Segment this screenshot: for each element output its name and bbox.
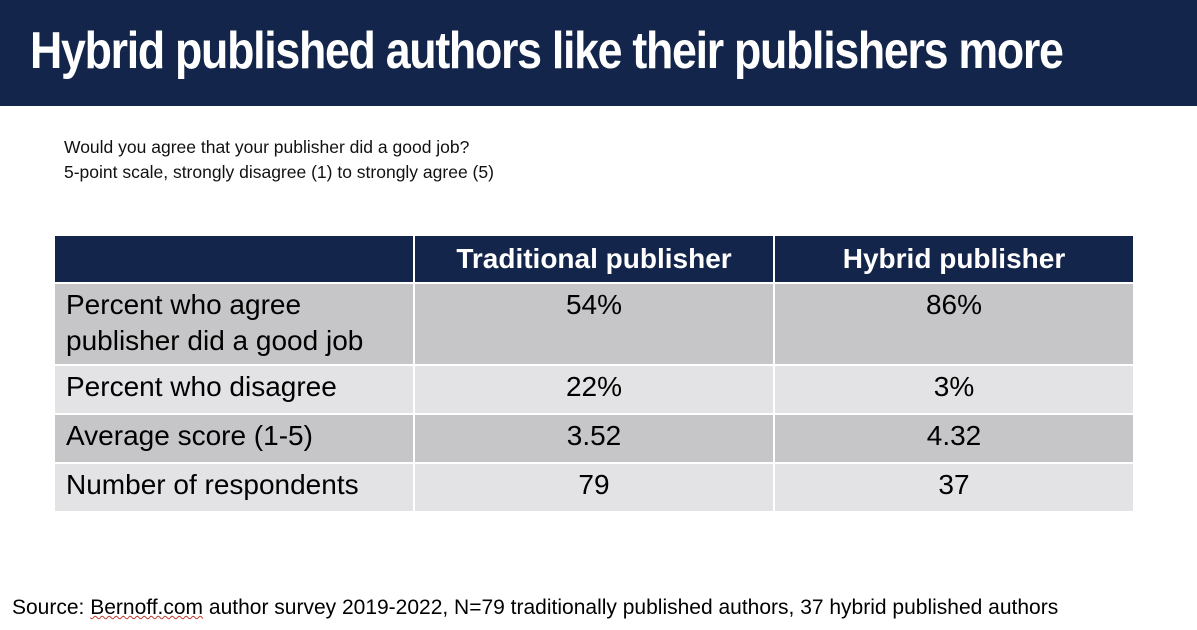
table-row: Number of respondents 79 37 (54, 463, 1134, 512)
row-label-agree: Percent who agree publisher did a good j… (54, 283, 414, 365)
cell-traditional-agree: 54% (414, 283, 774, 365)
table-row: Average score (1-5) 3.52 4.32 (54, 414, 1134, 463)
title-banner: Hybrid published authors like their publ… (0, 0, 1197, 106)
page-title: Hybrid published authors like their publ… (30, 16, 1063, 86)
cell-hybrid-average-score: 4.32 (774, 414, 1134, 463)
source-link[interactable]: Bernoff.com (90, 596, 203, 619)
scale-description: 5-point scale, strongly disagree (1) to … (64, 160, 494, 185)
table-header-row: Traditional publisher Hybrid publisher (54, 235, 1134, 283)
table-row: Percent who disagree 22% 3% (54, 365, 1134, 414)
header-empty-cell (54, 235, 414, 283)
row-label-average-score: Average score (1-5) (54, 414, 414, 463)
cell-traditional-average-score: 3.52 (414, 414, 774, 463)
source-prefix: Source: (12, 596, 90, 619)
cell-hybrid-agree: 86% (774, 283, 1134, 365)
survey-question: Would you agree that your publisher did … (64, 135, 494, 185)
header-hybrid-publisher: Hybrid publisher (774, 235, 1134, 283)
source-details: author survey 2019-2022, N=79 traditiona… (203, 596, 1058, 619)
table-row: Percent who agree publisher did a good j… (54, 283, 1134, 365)
question-text: Would you agree that your publisher did … (64, 135, 494, 160)
results-table: Traditional publisher Hybrid publisher P… (53, 234, 1135, 513)
header-traditional-publisher: Traditional publisher (414, 235, 774, 283)
cell-hybrid-respondents: 37 (774, 463, 1134, 512)
cell-hybrid-disagree: 3% (774, 365, 1134, 414)
row-label-disagree: Percent who disagree (54, 365, 414, 414)
cell-traditional-respondents: 79 (414, 463, 774, 512)
row-label-respondents: Number of respondents (54, 463, 414, 512)
cell-traditional-disagree: 22% (414, 365, 774, 414)
source-note: Source: Bernoff.com author survey 2019-2… (12, 594, 1058, 622)
